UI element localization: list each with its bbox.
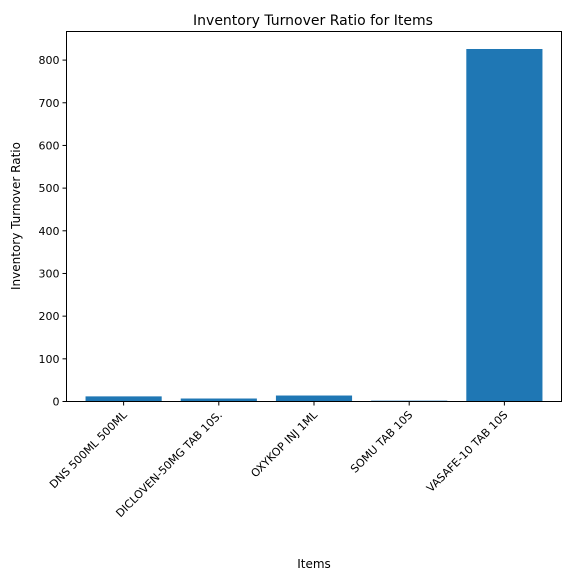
y-tick-label: 500 xyxy=(39,182,60,195)
y-tick-label: 100 xyxy=(39,353,60,366)
bar xyxy=(180,398,257,402)
x-tick-label: SOMU TAB 10S xyxy=(348,408,415,475)
y-tick-label: 700 xyxy=(39,97,60,110)
bar xyxy=(275,395,353,402)
x-tick-label: VASAFE-10 TAB 10S xyxy=(424,408,510,494)
x-tick-label: DICLOVEN-50MG TAB 10S. xyxy=(113,408,225,520)
y-tick-label: 300 xyxy=(39,267,60,280)
x-tick-label: OXYKOP INJ 1ML xyxy=(248,408,320,480)
bar xyxy=(466,48,543,402)
y-tick-label: 800 xyxy=(39,54,60,67)
bars-group xyxy=(85,48,543,402)
y-axis: 0 100 200 300 400 500 600 700 800 xyxy=(39,54,67,409)
x-tick-label: DNS 500ML 500ML xyxy=(47,408,130,491)
x-axis-label: Items xyxy=(297,557,331,571)
bar xyxy=(85,396,162,402)
y-tick-label: 600 xyxy=(39,139,60,152)
chart-title: Inventory Turnover Ratio for Items xyxy=(193,13,433,29)
y-tick-label: 400 xyxy=(39,225,60,238)
y-tick-label: 200 xyxy=(39,310,60,323)
y-axis-label: Inventory Turnover Ratio xyxy=(9,142,23,290)
y-tick-label: 0 xyxy=(53,396,60,409)
